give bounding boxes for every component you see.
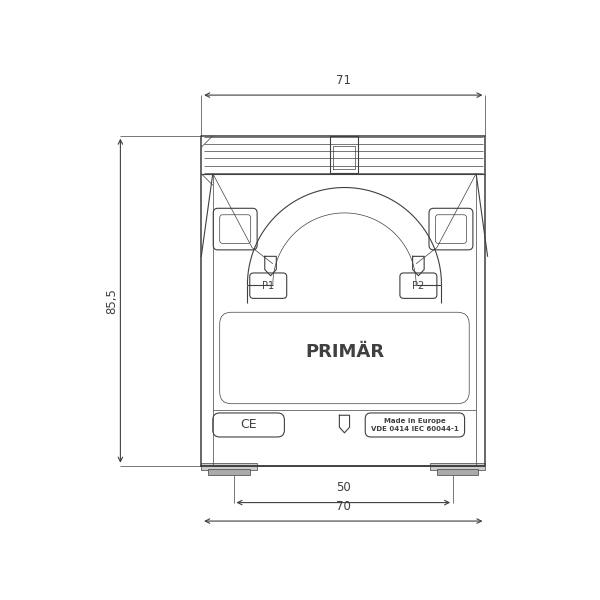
Bar: [437, 469, 478, 475]
Text: P2: P2: [412, 281, 425, 290]
Text: CE: CE: [240, 418, 257, 431]
Bar: [208, 469, 250, 475]
Text: PRIMÄR: PRIMÄR: [305, 343, 384, 361]
Text: 50: 50: [336, 481, 350, 494]
Text: Made in Europe
VDE 0414 IEC 60044-1: Made in Europe VDE 0414 IEC 60044-1: [371, 418, 459, 432]
Bar: [201, 463, 257, 470]
Text: 85,5: 85,5: [105, 288, 118, 314]
Text: P1: P1: [262, 281, 274, 290]
Bar: [430, 463, 485, 470]
Text: 71: 71: [336, 74, 351, 87]
Text: 70: 70: [336, 500, 351, 513]
